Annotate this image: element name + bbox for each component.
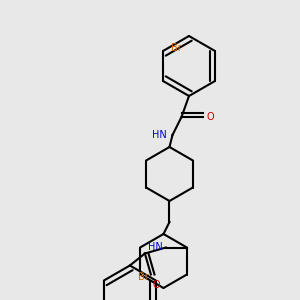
Text: O: O [206,112,214,122]
Text: HN: HN [152,130,167,140]
Text: HN: HN [148,242,163,253]
Text: O: O [152,280,160,290]
Text: Br: Br [138,272,148,283]
Text: Br: Br [170,43,181,53]
